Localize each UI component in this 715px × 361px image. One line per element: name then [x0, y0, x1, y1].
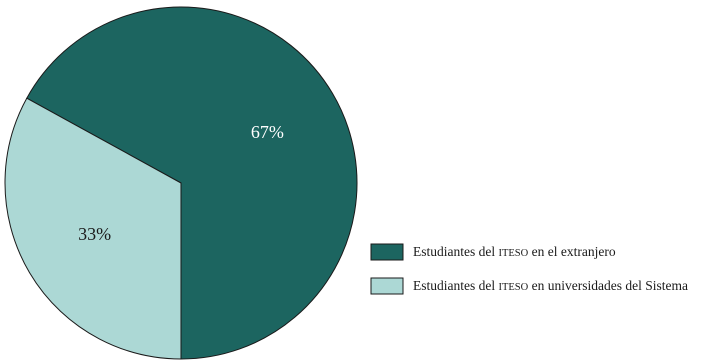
legend-label-abbr: ITESO [498, 282, 528, 293]
pie-slice-2 [4, 97, 182, 360]
legend-swatch-2 [370, 277, 404, 295]
slice-value-label-2: 33% [78, 224, 111, 244]
pie-slice-labels: 67% 33% [78, 122, 284, 244]
legend-swatch-1 [370, 243, 404, 261]
legend-label-suffix: en universidades del Sistema [528, 278, 688, 293]
legend-label-2: Estudiantes del ITESO en universidades d… [413, 278, 688, 293]
legend-label-suffix: en el extranjero [528, 244, 616, 259]
legend: Estudiantes del ITESO en el extranjeroEs… [370, 243, 688, 295]
slice-value-label-1: 67% [251, 122, 284, 142]
pie-slices [4, 6, 358, 360]
legend-label-1: Estudiantes del ITESO en el extranjero [413, 244, 616, 259]
pie-slice-1 [26, 6, 358, 360]
legend-label-abbr: ITESO [498, 248, 528, 259]
legend-label-prefix: Estudiantes del [413, 278, 498, 293]
legend-item-2: Estudiantes del ITESO en universidades d… [370, 277, 688, 295]
legend-item-1: Estudiantes del ITESO en el extranjero [370, 243, 616, 261]
legend-label-prefix: Estudiantes del [413, 244, 498, 259]
